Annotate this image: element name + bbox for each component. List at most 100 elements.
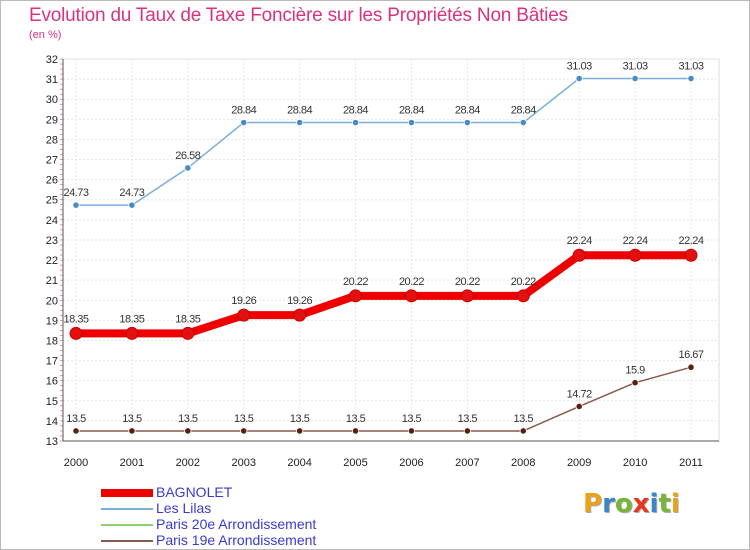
- data-label-paris-19e-arrondissement: 16.67: [678, 349, 703, 361]
- data-point-les-lilas: [72, 201, 80, 209]
- data-point-paris-19e-arrondissement: [407, 427, 416, 435]
- y-tick-label: 22: [46, 255, 58, 267]
- data-point-paris-19e-arrondissement: [687, 363, 695, 371]
- y-tick-label: 16: [46, 376, 58, 388]
- data-label-bagnolet: 18.35: [63, 313, 88, 325]
- legend-swatch-paris-20e: [101, 524, 153, 526]
- data-label-bagnolet: 20.22: [399, 276, 424, 288]
- data-label-les-lilas: 28.84: [343, 105, 368, 117]
- x-tick-label: 2010: [623, 457, 647, 469]
- y-tick-label: 21: [46, 275, 58, 287]
- data-point-paris-19e-arrondissement: [184, 427, 192, 435]
- plot-area: [62, 58, 720, 442]
- y-tick-label: 24: [46, 215, 58, 227]
- data-point-les-lilas: [128, 201, 136, 209]
- series-line-les-lilas: [75, 77, 692, 206]
- data-label-les-lilas: 28.84: [455, 105, 480, 117]
- data-label-bagnolet: 22.24: [623, 235, 648, 247]
- data-label-paris-19e-arrondissement: 13.5: [66, 413, 86, 425]
- data-label-les-lilas: 31.03: [678, 61, 703, 73]
- y-tick-label: 28: [46, 134, 58, 146]
- data-point-paris-19e-arrondissement: [463, 427, 471, 435]
- data-label-bagnolet: 18.35: [175, 313, 200, 325]
- y-tick-label: 15: [46, 396, 58, 408]
- x-tick-label: 2000: [64, 457, 88, 469]
- series-line-paris-19e-arrondissement: [75, 366, 692, 432]
- data-point-les-lilas: [351, 118, 360, 127]
- x-tick-label: 2009: [567, 457, 591, 469]
- y-tick-label: 13: [46, 436, 58, 448]
- x-tick-label: 2001: [120, 457, 144, 469]
- data-point-paris-19e-arrondissement: [631, 379, 639, 387]
- data-label-bagnolet: 19.26: [231, 295, 256, 307]
- x-tick-label: 2007: [455, 457, 479, 469]
- y-tick-label: 25: [46, 195, 58, 207]
- data-label-les-lilas: 28.84: [511, 105, 536, 117]
- y-tick-label: 23: [46, 235, 58, 247]
- data-point-les-lilas: [463, 118, 471, 127]
- data-point-bagnolet: [181, 326, 195, 340]
- data-point-les-lilas: [631, 74, 639, 83]
- y-tick-label: 19: [46, 315, 58, 327]
- data-label-les-lilas: 28.84: [399, 105, 424, 117]
- data-label-les-lilas: 28.84: [287, 105, 312, 117]
- data-point-bagnolet: [628, 248, 642, 262]
- data-label-paris-19e-arrondissement: 15.9: [625, 365, 645, 377]
- legend-label-les-lilas: Les Lilas: [156, 500, 212, 516]
- x-tick-label: 2002: [176, 457, 200, 469]
- data-point-bagnolet: [572, 248, 586, 262]
- data-point-paris-19e-arrondissement: [575, 402, 583, 411]
- legend-label-paris-20e: Paris 20e Arrondissement: [156, 516, 317, 532]
- legend-label-paris-19e: Paris 19e Arrondissement: [156, 532, 317, 548]
- chart-title: Evolution du Taux de Taxe Foncière sur l…: [29, 5, 568, 26]
- data-point-bagnolet: [460, 289, 474, 303]
- data-label-paris-19e-arrondissement: 13.5: [458, 413, 478, 425]
- legend-label-bagnolet: BAGNOLET: [156, 484, 233, 500]
- data-label-paris-19e-arrondissement: 13.5: [514, 413, 534, 425]
- y-tick-label: 18: [46, 335, 58, 347]
- legend-swatch-bagnolet: [101, 489, 153, 497]
- data-point-bagnolet: [684, 248, 698, 262]
- x-tick-label: 2005: [343, 457, 367, 469]
- data-label-les-lilas: 31.03: [623, 61, 648, 73]
- data-point-bagnolet: [237, 308, 251, 322]
- data-point-les-lilas: [296, 118, 304, 127]
- data-point-bagnolet: [516, 289, 530, 303]
- data-label-les-lilas: 28.84: [231, 105, 256, 117]
- x-tick-label: 2003: [231, 457, 255, 469]
- y-tick-label: 20: [46, 295, 58, 307]
- data-label-paris-19e-arrondissement: 13.5: [290, 413, 310, 425]
- x-tick-label: 2011: [679, 457, 703, 469]
- y-tick-label: 26: [46, 175, 58, 187]
- y-tick-label: 14: [46, 416, 58, 428]
- y-tick-label: 31: [46, 74, 58, 86]
- data-label-bagnolet: 20.22: [343, 276, 368, 288]
- data-label-les-lilas: 24.73: [63, 187, 88, 199]
- data-point-bagnolet: [404, 289, 418, 303]
- proxiti-logo: Proxiti: [583, 489, 680, 519]
- series-line-bagnolet: [72, 251, 695, 338]
- data-point-les-lilas: [407, 118, 416, 127]
- y-tick-label: 32: [46, 54, 58, 66]
- x-tick-label: 2006: [399, 457, 423, 469]
- x-tick-label: 2008: [511, 457, 535, 469]
- data-point-bagnolet: [293, 308, 307, 322]
- legend-swatch-paris-19e: [101, 540, 153, 542]
- data-label-paris-19e-arrondissement: 13.5: [402, 413, 422, 425]
- data-label-paris-19e-arrondissement: 13.5: [122, 413, 142, 425]
- data-label-les-lilas: 31.03: [567, 61, 592, 73]
- data-point-bagnolet: [125, 326, 139, 340]
- data-label-bagnolet: 20.22: [511, 276, 536, 288]
- data-point-bagnolet: [349, 289, 363, 303]
- data-point-paris-19e-arrondissement: [519, 427, 527, 435]
- data-label-paris-19e-arrondissement: 13.5: [346, 413, 366, 425]
- data-label-paris-19e-arrondissement: 13.5: [178, 413, 198, 425]
- chart-subtitle: (en %): [29, 29, 62, 41]
- data-point-paris-19e-arrondissement: [72, 427, 80, 435]
- data-label-les-lilas: 26.58: [175, 150, 200, 162]
- data-label-bagnolet: 20.22: [455, 276, 480, 288]
- data-point-paris-19e-arrondissement: [240, 427, 248, 435]
- data-label-bagnolet: 22.24: [567, 235, 592, 247]
